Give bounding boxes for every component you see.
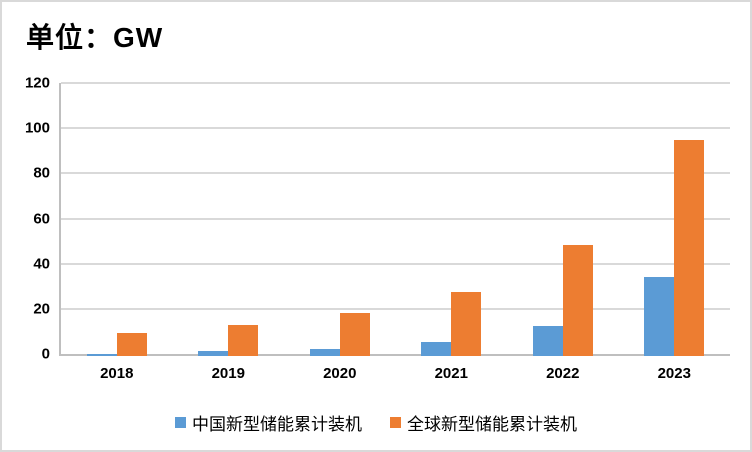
gridline-100 [61, 127, 730, 130]
y-axis: 0 20 40 60 80 100 120 [2, 75, 50, 363]
bar-china-2023 [644, 276, 675, 356]
y-axis-tick-label: 20 [33, 300, 50, 318]
chart-title: 单位：GW [26, 22, 164, 53]
gridline-20 [61, 307, 730, 310]
bar-china-2018 [86, 353, 117, 356]
x-axis-label-2023: 2023 [657, 365, 691, 382]
x-axis-label-2022: 2022 [546, 365, 580, 382]
bar-series-container [61, 85, 730, 356]
x-axis-label-2020: 2020 [323, 365, 357, 382]
legend: 中国新型储能累计装机 全球新型储能累计装机 [2, 410, 750, 435]
y-axis-tick-label: 60 [33, 210, 50, 227]
bar-china-2019 [198, 351, 229, 356]
bar-global-2023 [674, 140, 705, 356]
y-axis-tick-label: 80 [33, 164, 50, 182]
bar-group-2022 [507, 85, 619, 356]
bar-global-2019 [228, 324, 259, 356]
legend-label: 中国新型储能累计装机 [192, 415, 362, 434]
gridline-80 [61, 172, 730, 175]
legend-item-china: 中国新型储能累计装机 [175, 410, 362, 435]
bar-global-2018 [116, 333, 147, 356]
plot-area [59, 82, 730, 356]
y-axis-tick-label: 40 [33, 255, 50, 273]
gridline-40 [61, 262, 730, 265]
legend-color-swatch-icon [390, 417, 401, 428]
bar-group-2020 [284, 85, 396, 356]
bar-group-2019 [173, 85, 285, 356]
x-axis-label-2018: 2018 [100, 365, 134, 382]
bar-china-2022 [532, 325, 563, 356]
bar-global-2022 [562, 245, 593, 356]
bar-china-2020 [309, 348, 340, 356]
x-axis-label-2019: 2019 [211, 365, 245, 382]
bar-group-2018 [61, 85, 173, 356]
bar-global-2020 [339, 313, 370, 356]
legend-color-swatch-icon [175, 417, 186, 428]
bar-china-2021 [421, 342, 452, 356]
y-axis-tick-label: 0 [41, 345, 50, 363]
gridline-120 [61, 82, 730, 84]
legend-item-global: 全球新型储能累计装机 [390, 410, 577, 435]
bar-group-2021 [396, 85, 508, 356]
legend-label: 全球新型储能累计装机 [407, 415, 577, 434]
x-axis-label-2021: 2021 [434, 365, 468, 382]
y-axis-tick-label: 100 [24, 119, 50, 137]
bar-global-2021 [451, 291, 482, 356]
gridline-60 [61, 217, 730, 220]
x-axis: 2018 2019 2020 2021 2022 2023 [61, 365, 730, 382]
y-axis-tick-label: 120 [24, 74, 50, 92]
bar-group-2023 [619, 85, 731, 356]
